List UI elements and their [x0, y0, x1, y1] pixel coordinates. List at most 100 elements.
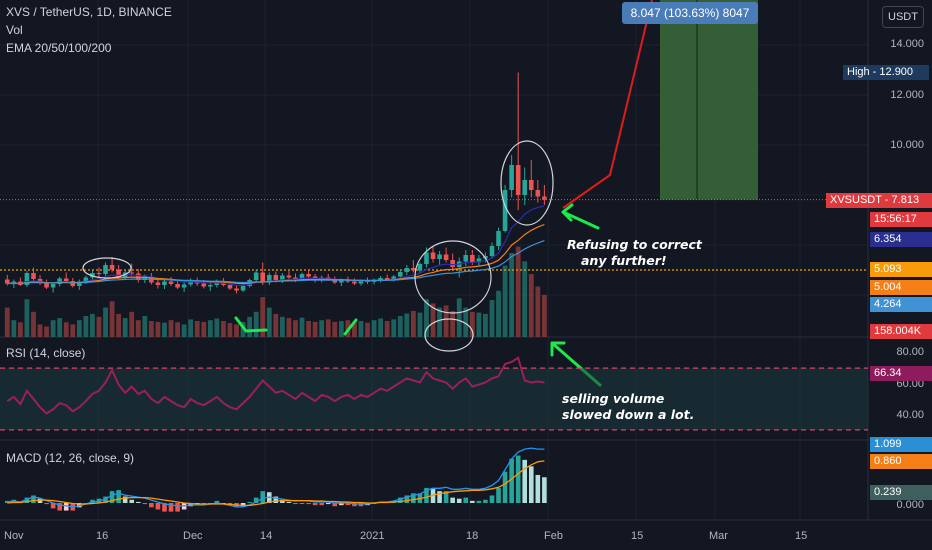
signal-value-tag: 0.860 — [870, 454, 932, 469]
volume-bar — [122, 318, 128, 337]
rsi-value-tag: 66.34 — [870, 366, 932, 381]
macd-histogram-bar — [450, 497, 455, 503]
candle-body — [83, 277, 89, 282]
macd-histogram-bar — [77, 503, 82, 508]
time-tick: Mar — [709, 530, 728, 542]
macd-histogram-bar — [339, 503, 344, 506]
macd-histogram-bar — [535, 474, 541, 503]
volume-bar — [312, 321, 318, 337]
annotation-selling: selling volume slowed down a lot. — [562, 391, 694, 423]
candle-body — [489, 246, 495, 256]
macd-histogram-bar — [280, 499, 285, 503]
volume-bar — [31, 311, 36, 337]
macd-histogram-bar — [496, 487, 501, 503]
price-tick: 14.000 — [890, 38, 924, 50]
macd-histogram-bar — [135, 501, 141, 503]
volume-bar — [44, 326, 49, 337]
volume-bar — [247, 316, 253, 337]
candle-body — [528, 180, 534, 190]
volume-bar — [76, 320, 82, 337]
candle-body — [339, 280, 344, 283]
volume-bar — [11, 320, 17, 337]
volume-bar — [463, 307, 469, 337]
green-arrow — [561, 203, 600, 230]
macd-histogram-bar — [4, 500, 10, 503]
candle-body — [522, 180, 528, 195]
macd-histogram-bar — [463, 497, 469, 503]
ema-lines — [7, 205, 545, 287]
volume-bar — [483, 313, 488, 337]
ema50-tag: 5.004 — [870, 280, 932, 295]
candle-body — [129, 272, 135, 274]
volume-bar — [443, 305, 449, 337]
time-tick: 2021 — [360, 530, 385, 542]
rsi-line — [6, 356, 545, 415]
candle-body — [443, 254, 449, 260]
time-tick: 15 — [795, 530, 808, 542]
volume-bar — [70, 324, 76, 337]
rsi-pane — [0, 356, 868, 431]
macd-histogram-bar — [37, 498, 43, 503]
volume-bar — [90, 313, 95, 337]
volume-bar — [253, 311, 259, 337]
candle-body — [37, 279, 43, 283]
volume-bar — [4, 307, 10, 337]
volume-bar — [188, 319, 194, 337]
annotation-line: Refusing to correct — [567, 237, 702, 252]
macd-histogram-bar — [57, 503, 62, 511]
highlight-ellipse — [424, 318, 474, 352]
macd-histogram-bar — [470, 500, 475, 503]
macd-label[interactable]: MACD (12, 26, close, 9) — [6, 451, 135, 465]
volume-bar — [410, 310, 416, 337]
target-label: 8.047 (103.63%) 8047 — [622, 2, 758, 24]
rsi-tick: 60.00 — [896, 378, 924, 390]
symbol-title[interactable]: XVS / TetherUS, 1D, BINANCE — [6, 5, 172, 19]
volume-bar — [450, 310, 456, 337]
rsi-label[interactable]: RSI (14, close) — [6, 346, 86, 360]
volume-bar — [306, 321, 311, 337]
volume-bar — [142, 316, 148, 337]
volume-label[interactable]: Vol — [6, 23, 23, 37]
candle-body — [4, 279, 10, 284]
annotation-line: selling volume — [562, 391, 665, 406]
candle-body — [332, 279, 338, 283]
annotation-refusing: Refusing to correct any further! — [567, 237, 702, 269]
candle-body — [31, 273, 36, 279]
volume-bar — [489, 300, 495, 337]
macd-histogram-bar — [345, 503, 351, 506]
hist-value-tag: 0.239 — [870, 485, 932, 500]
candle-body — [63, 278, 69, 281]
candle-body — [109, 265, 115, 270]
macd-histogram-bar — [175, 503, 180, 512]
volume-bar — [37, 324, 43, 337]
ema20-tag: 6.354 — [870, 232, 932, 247]
macd-histogram-bar — [253, 497, 259, 503]
candle-body — [365, 281, 370, 282]
macd-histogram-bar — [63, 503, 69, 511]
candle-body — [135, 273, 141, 280]
volume-bar — [391, 319, 397, 337]
candle-body — [397, 272, 403, 277]
candle-body — [266, 275, 272, 283]
candle-body — [358, 281, 364, 284]
volume-bar — [424, 299, 429, 337]
volume-bar — [194, 321, 200, 337]
candle-body — [50, 284, 56, 288]
volume-bar — [175, 322, 180, 337]
macd-histogram-bar — [522, 459, 528, 503]
rsi-tick: 40.00 — [896, 409, 924, 421]
volume-bar — [378, 318, 384, 337]
currency-button[interactable]: USDT — [882, 6, 924, 28]
volume-bar — [456, 298, 462, 337]
volume-bar — [17, 322, 23, 337]
volume-bar — [384, 321, 390, 337]
candle-body — [411, 268, 416, 271]
macd-histogram-bar — [437, 491, 442, 503]
macd-histogram-bar — [168, 503, 174, 512]
ema-label[interactable]: EMA 20/50/100/200 — [6, 41, 112, 55]
volume-bar — [221, 321, 226, 337]
time-tick: Nov — [4, 530, 24, 542]
volume-bar — [129, 311, 135, 337]
macd-tick: 0.000 — [896, 499, 924, 511]
